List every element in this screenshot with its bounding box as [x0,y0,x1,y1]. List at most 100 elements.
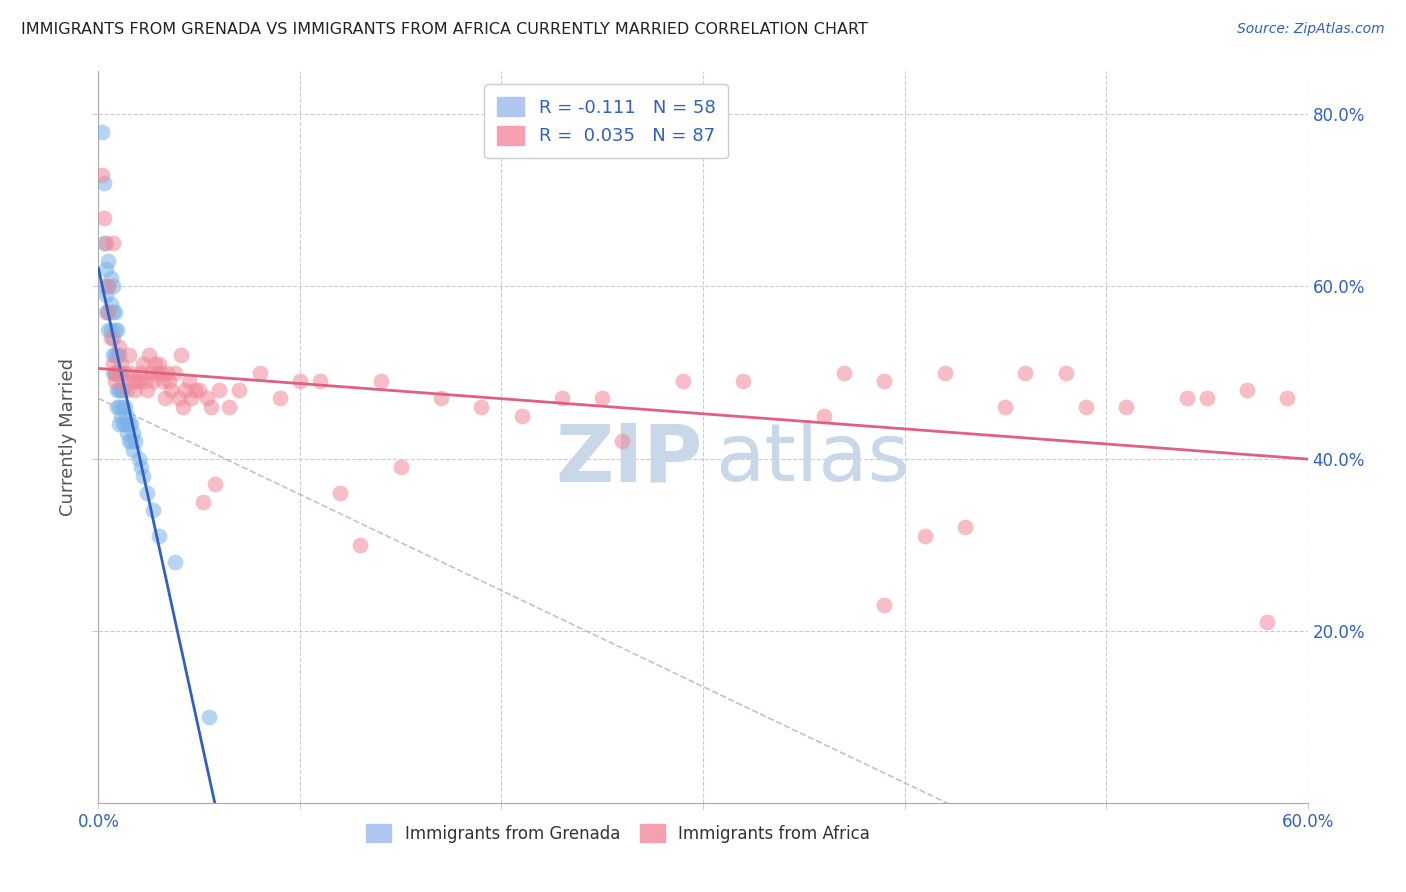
Point [370,374,392,388]
Point [93,279,115,293]
Point [114,400,136,414]
Point [118,348,141,362]
Point [138,348,160,362]
Point [103,374,125,388]
Point [97,305,120,319]
Point [184,383,207,397]
Point [132,468,155,483]
Point [114,366,136,380]
Point [105,383,128,397]
Point [96,236,118,251]
Point [672,374,695,388]
Point [430,392,453,406]
Point [179,374,201,388]
Point [105,400,128,414]
Point [389,460,412,475]
Point [91,125,114,139]
Point [1277,392,1299,406]
Point [157,374,180,388]
Point [135,486,157,500]
Point [249,366,271,380]
Point [832,366,855,380]
Point [96,305,118,319]
Point [124,383,146,397]
Point [93,176,115,190]
Point [143,357,166,371]
Point [110,383,132,397]
Point [188,383,211,397]
Point [110,357,132,371]
Point [873,598,896,612]
Point [125,374,148,388]
Point [733,374,755,388]
Point [139,366,162,380]
Point [1195,392,1218,406]
Point [120,434,142,449]
Point [97,322,120,336]
Point [208,383,231,397]
Point [101,348,124,362]
Legend: Immigrants from Grenada, Immigrants from Africa: Immigrants from Grenada, Immigrants from… [360,817,877,849]
Point [288,374,311,388]
Point [105,348,128,362]
Point [103,305,125,319]
Point [1256,615,1278,629]
Point [132,357,155,371]
Point [200,400,222,414]
Point [111,417,134,432]
Point [107,400,129,414]
Point [193,494,215,508]
Point [107,417,129,432]
Point [121,425,143,440]
Point [121,374,143,388]
Point [103,366,125,380]
Text: ZIP: ZIP [555,420,703,498]
Point [510,409,533,423]
Point [470,400,492,414]
Point [148,357,170,371]
Point [349,538,371,552]
Point [160,383,183,397]
Point [118,417,141,432]
Point [146,366,169,380]
Point [114,417,136,432]
Point [172,400,194,414]
Y-axis label: Currently Married: Currently Married [59,358,77,516]
Point [953,520,976,534]
Point [97,253,120,268]
Point [101,279,124,293]
Point [1236,383,1258,397]
Point [994,400,1017,414]
Point [218,400,240,414]
Point [128,451,150,466]
Point [107,340,129,354]
Point [96,288,118,302]
Point [124,434,146,449]
Point [101,236,124,251]
Point [591,392,613,406]
Point [228,383,250,397]
Point [129,460,152,475]
Point [107,383,129,397]
Point [91,168,114,182]
Point [148,529,170,543]
Point [269,392,291,406]
Point [97,279,120,293]
Point [110,409,132,423]
Point [134,374,156,388]
Point [195,392,218,406]
Point [111,383,134,397]
Point [167,392,190,406]
Point [129,366,152,380]
Point [93,211,115,225]
Point [103,322,125,336]
Point [115,409,138,423]
Point [97,279,120,293]
Point [142,503,165,517]
Point [1074,400,1097,414]
Point [105,366,128,380]
Point [551,392,574,406]
Point [152,374,174,388]
Text: IMMIGRANTS FROM GRENADA VS IMMIGRANTS FROM AFRICA CURRENTLY MARRIED CORRELATION : IMMIGRANTS FROM GRENADA VS IMMIGRANTS FR… [21,22,868,37]
Point [180,392,202,406]
